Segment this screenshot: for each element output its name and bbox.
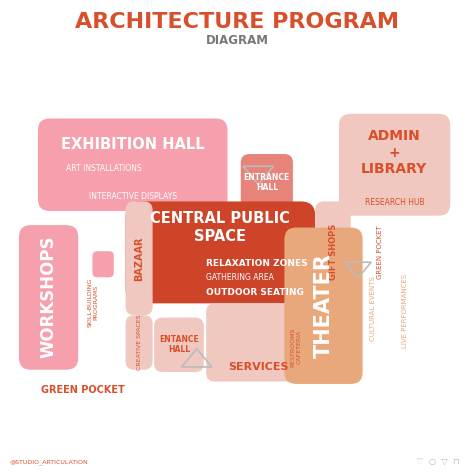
Text: INTERACTIVE DISPLAYS: INTERACTIVE DISPLAYS bbox=[89, 192, 177, 201]
Text: ARCHITECTURE PROGRAM: ARCHITECTURE PROGRAM bbox=[75, 12, 399, 32]
Text: THEATER: THEATER bbox=[314, 253, 334, 358]
Text: GATHERING AREA: GATHERING AREA bbox=[206, 273, 274, 282]
Text: LIVE PERFORMANCES: LIVE PERFORMANCES bbox=[402, 273, 408, 347]
Text: ♡  ○  ▽  ⊓: ♡ ○ ▽ ⊓ bbox=[416, 458, 460, 466]
FancyBboxPatch shape bbox=[126, 201, 315, 303]
FancyBboxPatch shape bbox=[126, 315, 153, 370]
Text: GIFT SHOPS: GIFT SHOPS bbox=[329, 224, 337, 280]
Text: RESTROOMS
CAFETERIA: RESTROOMS CAFETERIA bbox=[291, 327, 301, 367]
Text: BAZAAR: BAZAAR bbox=[134, 236, 145, 281]
FancyBboxPatch shape bbox=[206, 303, 310, 382]
FancyBboxPatch shape bbox=[92, 251, 114, 277]
Text: CENTRAL PUBLIC
SPACE: CENTRAL PUBLIC SPACE bbox=[150, 211, 291, 244]
Text: SKILL-BUILDING
PROGRAMS: SKILL-BUILDING PROGRAMS bbox=[88, 277, 98, 327]
Text: GREEN POCKET: GREEN POCKET bbox=[377, 225, 383, 279]
FancyBboxPatch shape bbox=[38, 118, 228, 211]
Text: OUTDOOR SEATING: OUTDOOR SEATING bbox=[206, 288, 304, 297]
Text: EXHIBITION HALL: EXHIBITION HALL bbox=[61, 137, 205, 152]
Text: SERVICES: SERVICES bbox=[228, 362, 289, 373]
FancyBboxPatch shape bbox=[241, 154, 293, 211]
FancyBboxPatch shape bbox=[315, 201, 351, 303]
Text: RESEARCH HUB: RESEARCH HUB bbox=[365, 199, 424, 207]
Text: @STUDIO_ARTICULATION: @STUDIO_ARTICULATION bbox=[9, 459, 88, 465]
FancyBboxPatch shape bbox=[339, 114, 450, 216]
Text: ADMIN
+
LIBRARY: ADMIN + LIBRARY bbox=[361, 129, 428, 176]
FancyBboxPatch shape bbox=[284, 228, 363, 384]
FancyBboxPatch shape bbox=[126, 201, 153, 315]
Text: GREEN POCKET: GREEN POCKET bbox=[41, 384, 125, 395]
Text: DIAGRAM: DIAGRAM bbox=[206, 34, 268, 47]
Text: CULTURAL EVENTS: CULTURAL EVENTS bbox=[370, 277, 376, 341]
Text: CREATIVE SPACES: CREATIVE SPACES bbox=[137, 314, 142, 370]
FancyBboxPatch shape bbox=[19, 225, 78, 370]
Text: RELAXATION ZONES: RELAXATION ZONES bbox=[206, 259, 308, 267]
Text: ENTRANCE
HALL: ENTRANCE HALL bbox=[244, 173, 290, 192]
Text: ART INSTALLATIONS: ART INSTALLATIONS bbox=[66, 164, 142, 173]
Text: WORKSHOPS: WORKSHOPS bbox=[40, 236, 58, 358]
FancyBboxPatch shape bbox=[154, 318, 204, 372]
Text: ENTANCE
HALL: ENTANCE HALL bbox=[159, 335, 199, 354]
